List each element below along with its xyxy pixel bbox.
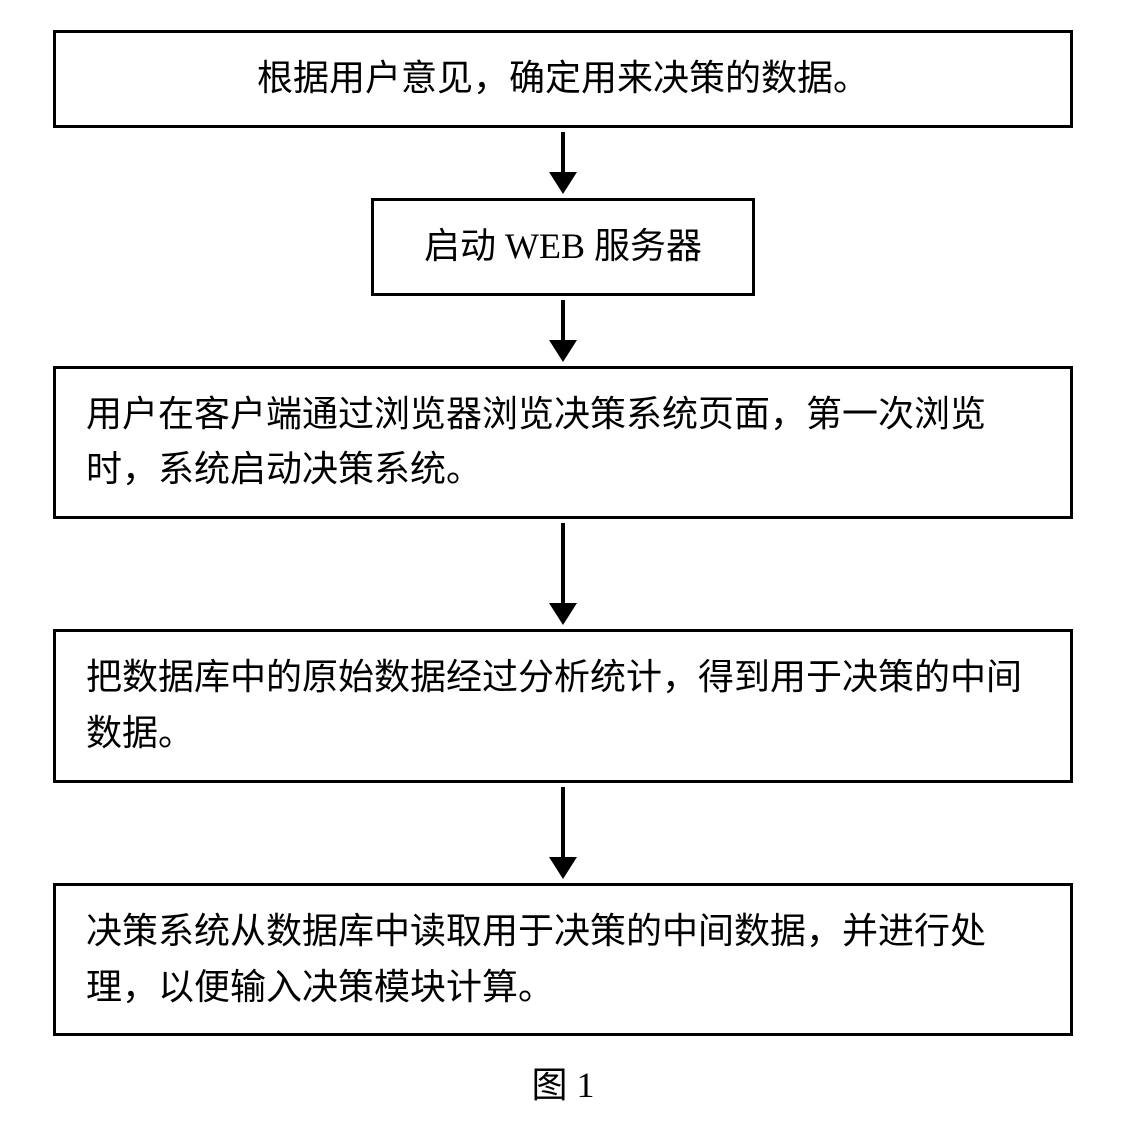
flowchart-arrow — [549, 523, 577, 625]
step-text: 把数据库中的原始数据经过分析统计，得到用于决策的中间数据。 — [86, 657, 1022, 753]
flowchart-step-4: 把数据库中的原始数据经过分析统计，得到用于决策的中间数据。 — [53, 629, 1073, 783]
flowchart-arrow — [549, 132, 577, 194]
step-text: 用户在客户端通过浏览器浏览决策系统页面，第一次浏览时，系统启动决策系统。 — [86, 394, 986, 490]
step-text: 启动 WEB 服务器 — [424, 226, 702, 266]
arrow-line — [561, 787, 565, 857]
flowchart-step-5: 决策系统从数据库中读取用于决策的中间数据，并进行处理，以便输入决策模块计算。 — [53, 883, 1073, 1037]
flowchart-step-1: 根据用户意见，确定用来决策的数据。 — [53, 30, 1073, 128]
arrow-head-icon — [549, 603, 577, 625]
step-text: 根据用户意见，确定用来决策的数据。 — [257, 58, 869, 98]
arrow-line — [561, 132, 565, 172]
arrow-head-icon — [549, 172, 577, 194]
arrow-head-icon — [549, 340, 577, 362]
flowchart-step-3: 用户在客户端通过浏览器浏览决策系统页面，第一次浏览时，系统启动决策系统。 — [53, 366, 1073, 520]
flowchart-arrow — [549, 300, 577, 362]
arrow-line — [561, 300, 565, 340]
figure-caption: 图 1 — [531, 1056, 594, 1108]
flowchart-arrow — [549, 787, 577, 879]
flowchart-container: 根据用户意见，确定用来决策的数据。 启动 WEB 服务器 用户在客户端通过浏览器… — [53, 30, 1073, 1036]
flowchart-step-2: 启动 WEB 服务器 — [371, 198, 755, 296]
arrow-head-icon — [549, 857, 577, 879]
step-text: 决策系统从数据库中读取用于决策的中间数据，并进行处理，以便输入决策模块计算。 — [86, 911, 986, 1007]
arrow-line — [561, 523, 565, 603]
